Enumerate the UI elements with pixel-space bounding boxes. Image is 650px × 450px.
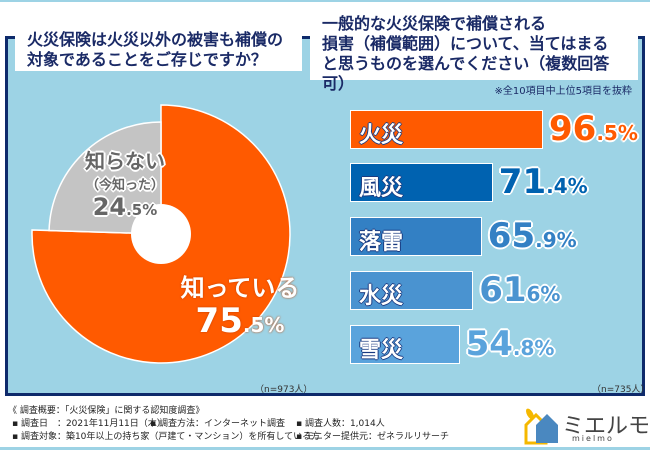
bar-label: 落雷	[359, 230, 404, 255]
title-line: 一般的な火災保険で補償される	[322, 14, 547, 33]
title-line: 火災保険は火災以外の被害も補償の	[27, 30, 284, 49]
bar-value: 54.8%	[466, 324, 555, 368]
survey-title: 《 調査概要：「火災保険」に関する認知度調査》	[8, 406, 205, 416]
bar-value-decimal: .9%	[535, 228, 577, 252]
bar: 水災	[350, 271, 474, 310]
bar-label: 雪災	[359, 338, 404, 363]
bar-value: 96.5%	[549, 109, 638, 153]
bottom-border	[0, 447, 650, 450]
bar-value: 71.4%	[499, 162, 588, 206]
bar: 落雷	[350, 217, 482, 256]
right-question-title: 一般的な火災保険で補償される 損害（補償範囲）について、当てはまる と思うものを…	[310, 10, 638, 93]
bar-value-int: 61	[479, 270, 527, 310]
bar: 火災	[350, 110, 543, 149]
pie-label-unknown: 知らない （今知った） 24.5%	[70, 145, 180, 221]
survey-count: ▪ 調査人数：1,014人	[296, 419, 385, 429]
slice-label: 知らない	[85, 149, 165, 173]
survey-target: ▪ 調査対象：築10年以上の持ち家（戸建て・マンション）を所有している方	[12, 432, 321, 442]
donut-hole	[131, 204, 191, 264]
survey-provider: ▪ モニター提供元：ゼネラルリサーチ	[296, 432, 449, 442]
bar-value-decimal: .5%	[596, 121, 638, 145]
left-question-title: 火災保険は火災以外の被害も補償の 対象であることをご存じですか？	[15, 26, 302, 71]
bar: 雪災	[350, 325, 460, 364]
bar: 風災	[350, 163, 493, 202]
bar-value-decimal: .4%	[546, 174, 588, 198]
slice-value: 75	[195, 301, 243, 341]
bar-value-int: 96	[549, 109, 597, 149]
slice-value-decimal: .5%	[242, 313, 285, 337]
title-line: 損害（補償範囲）について、当てはまる	[322, 34, 609, 53]
bar-label: 風災	[359, 176, 404, 201]
bar-value-decimal: 6%	[526, 282, 561, 306]
bar-value-int: 54	[465, 324, 513, 364]
survey-date: ▪ 調査日 ：2021年11月11日（木）	[12, 419, 166, 429]
slice-value-decimal: .5%	[126, 201, 158, 219]
title-line: と思うものを選んでください（複数回答可）	[322, 54, 610, 93]
survey-method: ▪ 調査方法：インターネット調査	[150, 419, 285, 429]
bar-value-int: 65	[487, 216, 536, 256]
slice-label: 知っている	[180, 274, 300, 302]
bar-label: 火災	[359, 123, 404, 148]
pie-slice	[48, 121, 162, 235]
pie-sample-size: （n=973人）	[255, 385, 313, 395]
title-line: 対象であることをご存じですか？	[27, 50, 267, 69]
slice-sublabel: （今知った）	[85, 178, 164, 193]
note: ※全10項目中上位5項目を抜粋	[494, 86, 632, 97]
pie-label-known: 知っている 75.5%	[175, 268, 305, 343]
logo-subtext: mielmo	[572, 434, 614, 443]
bar-label: 水災	[359, 284, 404, 309]
logo-text: ミエルモ	[562, 414, 650, 439]
house-logo-icon	[524, 408, 558, 445]
bar-value: 65.9%	[488, 216, 577, 260]
slice-value: 24	[92, 193, 127, 221]
top-border	[0, 0, 650, 2]
bar-value-decimal: .8%	[512, 336, 555, 360]
bar-value-int: 71	[498, 162, 547, 202]
bar-value: 616%	[479, 270, 560, 314]
bar-sample-size: （n=735人）	[592, 385, 650, 395]
